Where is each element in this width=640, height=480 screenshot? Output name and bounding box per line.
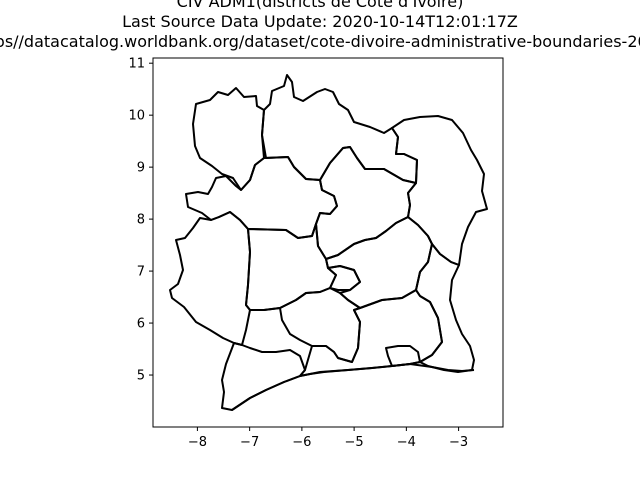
district-abidjan (385, 345, 421, 367)
x-tick-label: −5 (345, 435, 364, 450)
y-tick-label: 9 (137, 161, 145, 176)
district-comoe (415, 243, 475, 373)
district-goh-djiboua (249, 287, 361, 363)
district-zanzan (391, 115, 488, 266)
plot-frame (152, 57, 504, 428)
x-axis: −8 −7 −6 −5 −4 −3 (188, 427, 468, 450)
y-tick-label: 5 (137, 369, 145, 384)
x-tick-label: −7 (240, 435, 259, 450)
coastline (231, 363, 475, 411)
x-tick-label: −8 (188, 435, 207, 450)
y-tick-label: 8 (137, 213, 145, 228)
district-vallee-du-bandama (315, 146, 417, 260)
district-denguele (192, 87, 265, 191)
title-line-3: https//datacatalog.worldbank.org/dataset… (0, 32, 640, 51)
x-tick-label: −4 (397, 435, 416, 450)
y-tick-label: 10 (128, 109, 145, 124)
y-tick-label: 7 (137, 265, 145, 280)
district-boundaries (169, 74, 488, 411)
district-sassandra-marahoue (245, 223, 337, 311)
title-line-2: Last Source Data Update: 2020-10-14T12:0… (122, 12, 518, 31)
y-tick-label: 6 (137, 317, 145, 332)
x-tick-label: −3 (449, 435, 468, 450)
district-bas-sassandra (221, 342, 306, 411)
y-axis: 5 6 7 8 9 10 11 (128, 57, 153, 384)
district-montagnes (169, 211, 251, 346)
title-line-1: CIV ADM1(districts de Côte d'Ivoire) (177, 0, 464, 11)
y-tick-label: 11 (128, 57, 145, 72)
x-tick-label: −6 (292, 435, 311, 450)
